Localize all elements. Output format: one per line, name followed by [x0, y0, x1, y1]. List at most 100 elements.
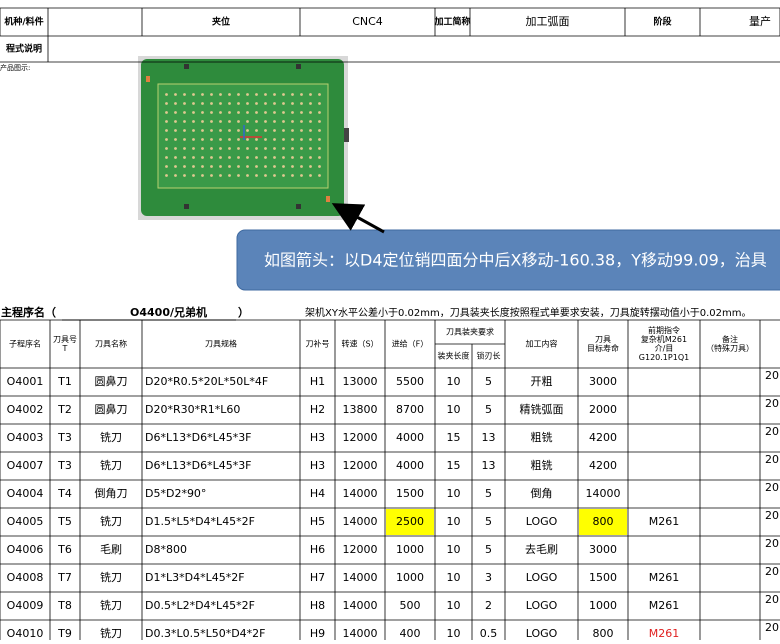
table-cell: H1 — [310, 375, 325, 388]
table-cell: D5*D2*90° — [145, 487, 206, 500]
table-cell: 0.5 — [480, 627, 498, 640]
table-cell: D6*L13*D6*L45*3F — [145, 459, 252, 472]
table-cell: 铣刀 — [100, 598, 122, 612]
table-cell: 10 — [447, 403, 461, 416]
table-cell: 4000 — [396, 431, 424, 444]
column-header: 备注 — [722, 334, 738, 344]
table-cell: O4002 — [7, 403, 44, 416]
table-cell: 1500 — [396, 487, 424, 500]
header-cell: 阶段 — [653, 16, 672, 28]
main-program-name: O4400/兄弟机 — [130, 305, 207, 319]
table-cell: 2 — [485, 599, 492, 612]
table-cell: 1000 — [589, 599, 617, 612]
table-cell: 20 — [765, 621, 779, 634]
table-cell: T6 — [57, 543, 72, 556]
table-cell: 1000 — [396, 571, 424, 584]
table-cell: 铣刀 — [100, 514, 122, 528]
table-cell: O4001 — [7, 375, 44, 388]
table-cell: 铣刀 — [100, 570, 122, 584]
table-cell: M261 — [649, 599, 680, 612]
column-header: 刀具号 — [53, 335, 77, 344]
column-header: 目标寿命 — [587, 343, 619, 353]
table-cell: 10 — [447, 375, 461, 388]
column-subheader: 装夹长度 — [438, 351, 470, 361]
column-header: G120.1P1Q1 — [639, 353, 689, 362]
table-cell: 13 — [482, 431, 496, 444]
column-header: 前期指令 — [648, 325, 680, 335]
callout-box — [236, 229, 780, 291]
table-cell: H2 — [310, 403, 325, 416]
table-cell: 铣刀 — [100, 626, 122, 640]
header-cell: 加工简称 — [433, 16, 470, 28]
table-cell: D8*800 — [145, 543, 187, 556]
table-cell: 20 — [765, 509, 779, 522]
table-cell: T1 — [57, 375, 72, 388]
table-cell: 14000 — [343, 515, 378, 528]
column-header: 刀具 — [595, 335, 611, 344]
table-cell: 4200 — [589, 459, 617, 472]
table-cell: 10 — [447, 627, 461, 640]
table-cell: O4008 — [7, 571, 44, 584]
table-cell: T3 — [57, 431, 72, 444]
table-cell: 10 — [447, 543, 461, 556]
table-cell: O4009 — [7, 599, 44, 612]
table-cell: O4010 — [7, 627, 44, 640]
main-program-suffix: ） — [238, 306, 249, 319]
table-cell: 14000 — [343, 487, 378, 500]
column-subheader: 锁刃长 — [477, 351, 501, 361]
table-cell: 铣刀 — [100, 458, 122, 472]
table-cell: 12000 — [343, 543, 378, 556]
table-cell: 粗铣 — [531, 458, 553, 472]
table-cell: 20 — [765, 369, 779, 382]
product-image — [138, 56, 349, 220]
table-cell: 10 — [447, 599, 461, 612]
table-cell: 4000 — [396, 459, 424, 472]
table-cell: M261 — [649, 515, 680, 528]
table-cell: D20*R0.5*20L*50L*4F — [145, 375, 268, 388]
table-cell: D1.5*L5*D4*L45*2F — [145, 515, 255, 528]
header-cell: 机种/料件 — [4, 16, 43, 28]
table-cell: D20*R30*R1*L60 — [145, 403, 240, 416]
column-header: 转速（S） — [341, 339, 378, 349]
header-cell: 夹位 — [212, 16, 230, 28]
table-cell: 5 — [485, 403, 492, 416]
column-header: 介/目 — [655, 344, 674, 353]
table-cell: H7 — [310, 571, 325, 584]
table-cell: H9 — [310, 627, 325, 640]
table-cell: 圆鼻刀 — [95, 402, 128, 416]
table-cell: 圆鼻刀 — [95, 374, 128, 388]
table-cell: 13 — [482, 459, 496, 472]
table-cell: 20 — [765, 481, 779, 494]
table-cell: 粗铣 — [531, 430, 553, 444]
table-cell: 800 — [593, 515, 614, 528]
table-cell: 5 — [485, 487, 492, 500]
header-cell: CNC4 — [352, 15, 383, 28]
table-cell: LOGO — [526, 627, 558, 640]
header-cell: 量产 — [749, 14, 771, 28]
column-header: 刀具装夹要求 — [446, 327, 494, 337]
header-cell: 程式说明 — [6, 43, 42, 55]
column-header: T — [62, 344, 68, 353]
table-cell: 14000 — [343, 599, 378, 612]
table-cell: 1500 — [589, 571, 617, 584]
table-cell: T4 — [57, 487, 72, 500]
table-cell: 20 — [765, 565, 779, 578]
table-cell: 12000 — [343, 459, 378, 472]
table-cell: T7 — [57, 571, 72, 584]
table-cell: 铣刀 — [100, 430, 122, 444]
table-cell: 12000 — [343, 431, 378, 444]
column-header: 加工内容 — [526, 339, 558, 349]
table-cell: 500 — [400, 599, 421, 612]
header-cell: 加工弧面 — [526, 14, 570, 28]
table-cell: 1000 — [396, 543, 424, 556]
table-cell: 10 — [447, 571, 461, 584]
table-cell: 倒角刀 — [95, 487, 128, 500]
table-cell: LOGO — [526, 571, 558, 584]
table-cell: 毛刷 — [100, 543, 122, 556]
highlight — [386, 509, 434, 535]
table-cell: H4 — [310, 487, 325, 500]
table-cell: T8 — [57, 599, 72, 612]
table-cell: O4007 — [7, 459, 44, 472]
table-cell: 去毛刷 — [525, 543, 558, 556]
